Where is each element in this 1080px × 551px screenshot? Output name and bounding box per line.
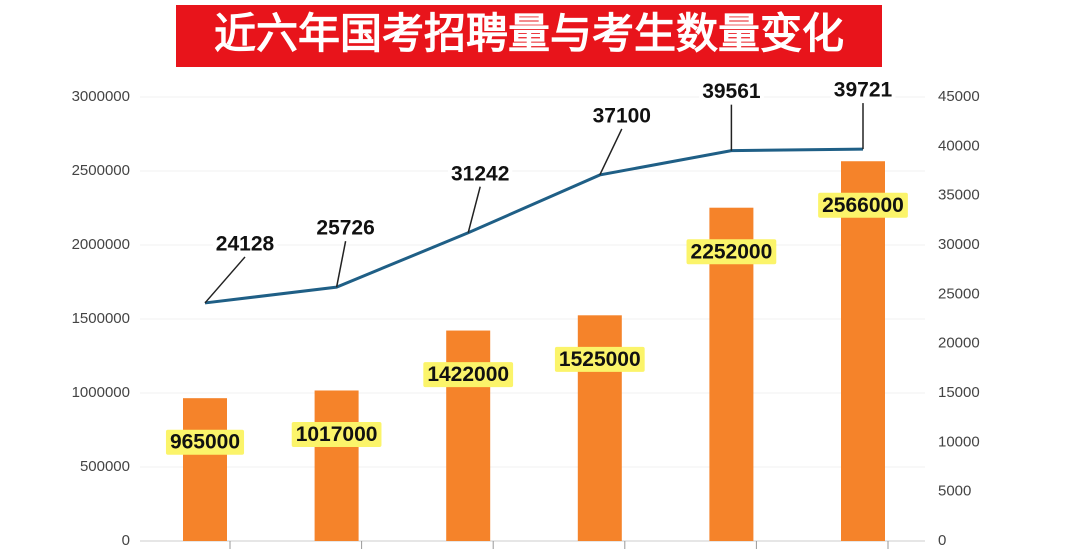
leader-line <box>599 128 623 176</box>
bar-value-label-bg <box>554 346 645 372</box>
bar <box>314 390 359 541</box>
leader-line <box>204 256 246 304</box>
y-tick-label: 1500000 <box>72 310 130 327</box>
bar-value-label: 965000 <box>170 431 240 454</box>
y-tick-label: 500000 <box>80 458 130 475</box>
y2-tick-label: 10000 <box>938 433 980 450</box>
leader-line <box>335 241 347 288</box>
line-value-label-bg <box>447 162 513 186</box>
y-tick-label: 2000000 <box>72 236 130 253</box>
line-value-label-bg <box>589 104 655 128</box>
y2-tick-label: 20000 <box>938 335 980 352</box>
line-value-label-bg <box>699 80 764 104</box>
y2-tick-label: 15000 <box>938 384 980 401</box>
line-value-label: 37100 <box>593 104 651 127</box>
bar-value-label: 2566000 <box>822 194 904 217</box>
line-value-label: 39721 <box>834 79 893 102</box>
y2-tick-label: 25000 <box>938 285 980 302</box>
y2-tick-label: 0 <box>938 532 946 549</box>
leader-line <box>467 186 481 233</box>
bar-value-label-bg <box>818 192 908 218</box>
bar-value-label-bg <box>686 239 777 265</box>
chart-title: 近六年国考招聘量与考生数量变化 <box>214 10 844 57</box>
y2-tick-label: 30000 <box>938 236 980 253</box>
title-box <box>176 5 882 67</box>
bar-value-label-bg <box>291 422 382 448</box>
line-value-label-bg <box>212 232 278 256</box>
line-value-label: 39561 <box>702 80 761 103</box>
bar-value-label: 2252000 <box>691 240 773 263</box>
line-value-label: 24128 <box>216 232 275 255</box>
bar-value-label-bg <box>423 362 514 388</box>
line-value-label-bg <box>313 216 378 240</box>
bar <box>841 161 885 541</box>
line-value-label-bg <box>830 78 896 102</box>
bar-value-label-bg <box>165 429 245 455</box>
y-tick-label: 3000000 <box>72 88 130 105</box>
y2-tick-label: 40000 <box>938 137 980 154</box>
line-value-label: 25726 <box>316 217 374 240</box>
y-tick-label: 0 <box>122 532 130 549</box>
bar <box>183 398 227 541</box>
line <box>204 147 864 305</box>
y2-tick-label: 35000 <box>938 187 980 204</box>
bar-value-label: 1525000 <box>559 348 641 371</box>
y-tick-label: 2500000 <box>72 162 130 179</box>
y-tick-label: 1000000 <box>72 384 130 401</box>
bar-value-label: 1017000 <box>296 423 378 446</box>
line-value-label: 31242 <box>451 162 509 185</box>
y2-tick-label: 45000 <box>938 88 980 105</box>
y2-tick-label: 5000 <box>938 483 971 500</box>
bar-value-label: 1422000 <box>427 363 509 386</box>
